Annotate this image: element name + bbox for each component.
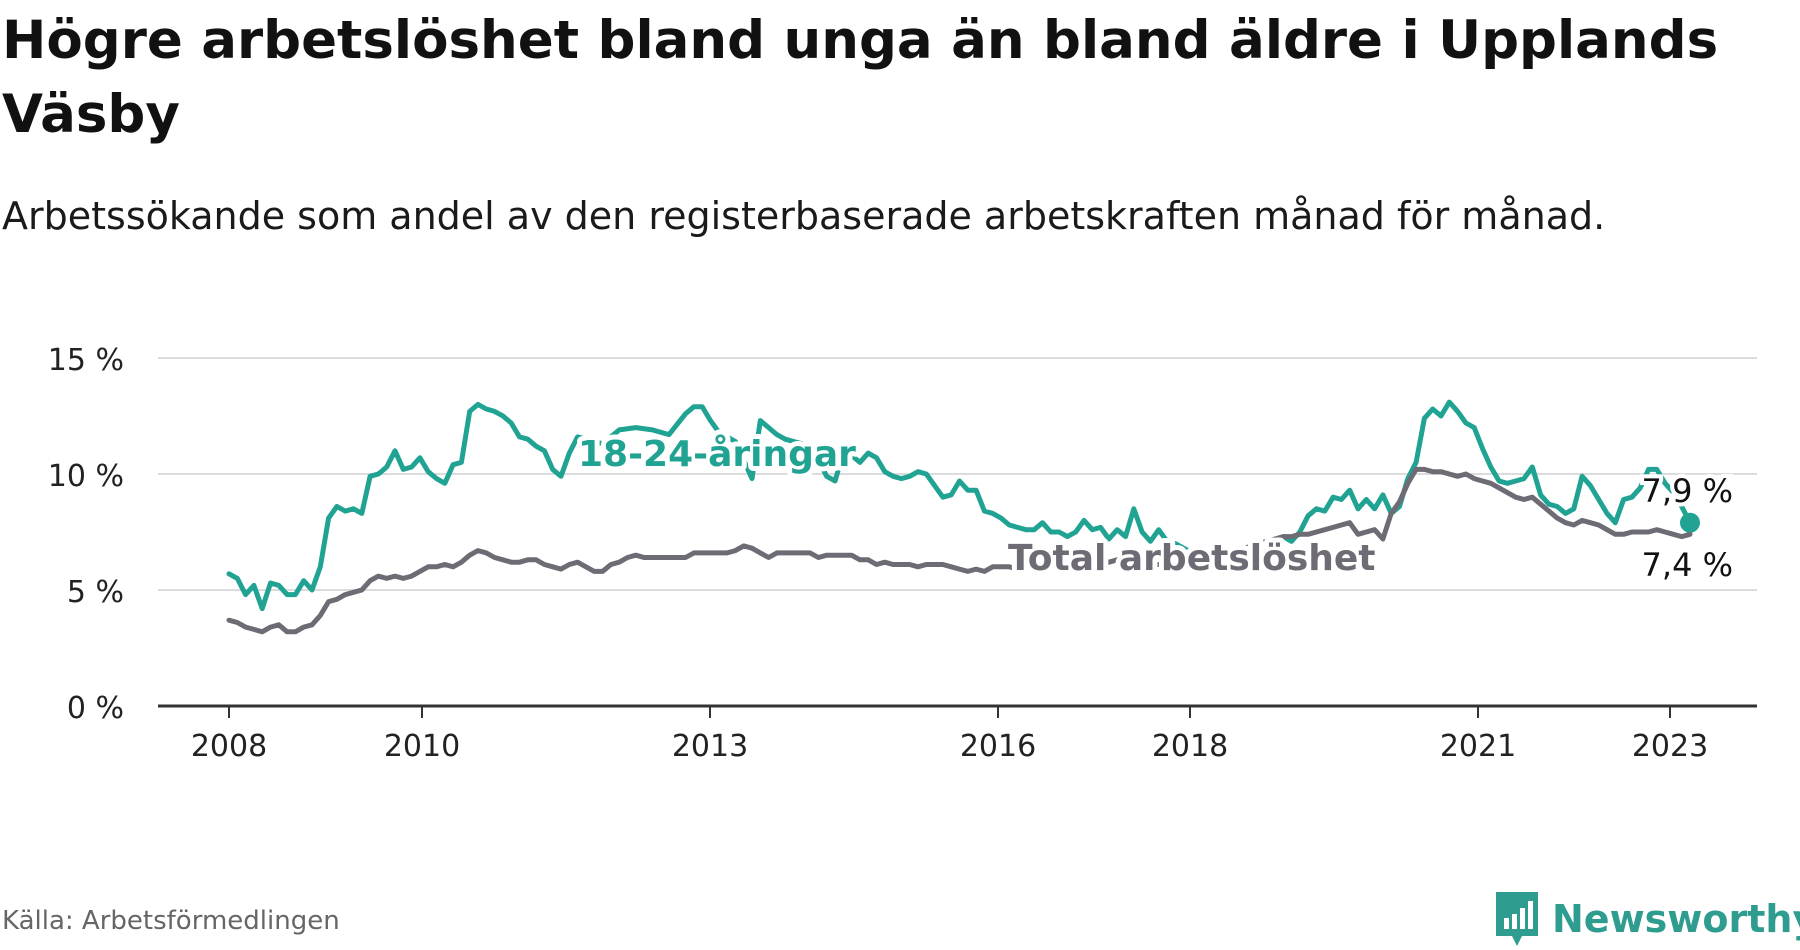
y-tick-label: 15 %	[48, 343, 124, 378]
x-tick-label: 2013	[672, 729, 748, 764]
x-tick-label: 2010	[384, 729, 460, 764]
newsworthy-logo-text: Newsworthy	[1552, 897, 1800, 941]
series-lines	[226, 399, 1700, 635]
x-tick-label: 2021	[1440, 729, 1516, 764]
series-line-youth	[226, 399, 1693, 612]
x-tick-label: 2018	[1152, 729, 1228, 764]
end-label-youth: 7,9 %	[1642, 472, 1733, 510]
y-tick-label: 5 %	[67, 575, 124, 610]
series-label-youth: 18-24-åringar	[578, 434, 856, 475]
y-tick-label: 10 %	[48, 459, 124, 494]
x-tick-label: 2016	[960, 729, 1036, 764]
end-label-total: 7,4 %	[1642, 546, 1733, 584]
series-line-total	[226, 466, 1693, 635]
newsworthy-logo: Newsworthy	[1492, 888, 1800, 950]
series-label-total: Total arbetslöshet	[1008, 538, 1376, 579]
line-chart: 0 % 5 % 10 % 15 % 2008 2010 2013 2016 2018 2021 20…	[48, 343, 1757, 764]
y-tick-label: 0 %	[67, 691, 124, 726]
x-tick-label: 2008	[191, 729, 267, 764]
chart-title: Högre arbetslöshet bland unga än bland ä…	[2, 10, 1719, 145]
x-tick-label: 2023	[1632, 729, 1708, 764]
source-note: Källa: Arbetsförmedlingen	[2, 906, 340, 936]
endpoint-marker-youth	[1680, 512, 1700, 533]
axes: 0 % 5 % 10 % 15 % 2008 2010 2013 2016 2018 2021 20…	[48, 343, 1757, 764]
chart-subtitle: Arbetssökande som andel av den registerb…	[2, 194, 1606, 238]
series-labels: 18-24-åringar Total arbetslöshet 7,9 % 7,4 …	[573, 429, 1737, 588]
newsworthy-logo-icon	[1496, 892, 1538, 946]
grid-lines	[158, 357, 1757, 591]
